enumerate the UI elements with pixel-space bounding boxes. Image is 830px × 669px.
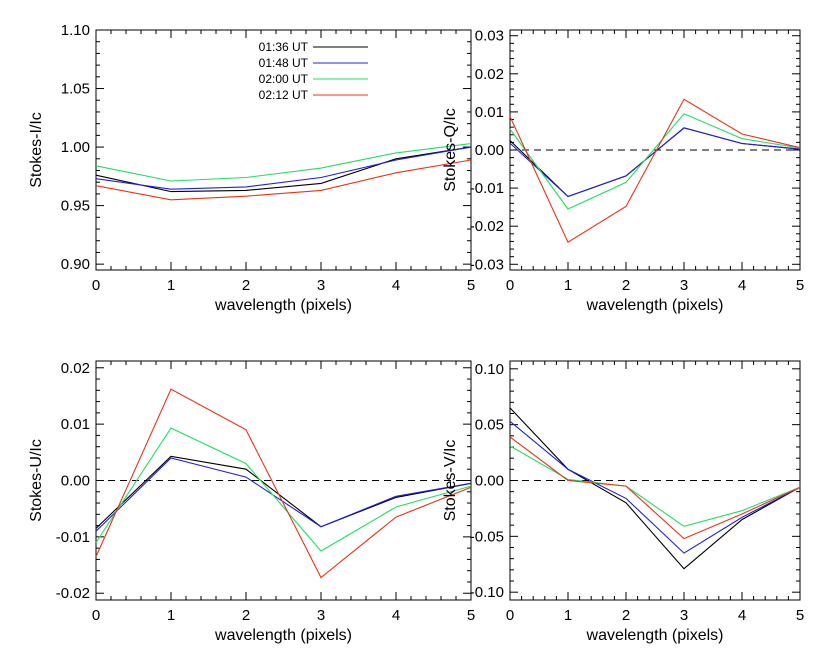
series-line-0212 xyxy=(509,436,801,540)
x-tick-label: 2 xyxy=(242,277,250,294)
y-axis-label: Stokes-V/Ic xyxy=(442,440,459,522)
x-axis-label: wavelength (pixels) xyxy=(586,627,724,644)
y-axis-label: Stokes-Q/Ic xyxy=(442,108,459,192)
series-line-0136 xyxy=(95,455,472,529)
legend-label: 01:36 UT xyxy=(259,40,309,54)
y-tick-label: 0.02 xyxy=(61,360,90,377)
x-tick-label: 1 xyxy=(167,607,175,624)
x-tick-label: 4 xyxy=(738,277,746,294)
y-tick-label: 0.00 xyxy=(475,473,504,490)
y-tick-label: 0.03 xyxy=(475,28,504,45)
y-tick-label: 0.00 xyxy=(475,142,504,159)
legend-label: 02:00 UT xyxy=(259,72,309,86)
x-tick-label: 5 xyxy=(467,607,475,624)
y-tick-label: 0.01 xyxy=(61,416,90,433)
y-axis-label: Stokes-I/Ic xyxy=(28,112,45,188)
series-line-0148 xyxy=(509,420,801,554)
x-tick-label: 3 xyxy=(317,277,325,294)
x-tick-label: 3 xyxy=(680,277,688,294)
y-tick-label: 0.02 xyxy=(475,66,504,83)
x-tick-label: 5 xyxy=(796,607,804,624)
x-tick-label: 5 xyxy=(796,277,804,294)
legend: 01:36 UT 01:48 UT 02:00 UT 02:12 UT xyxy=(259,40,368,102)
x-tick-label: 0 xyxy=(92,607,100,624)
series-line-0200 xyxy=(509,113,801,210)
x-tick-label: 1 xyxy=(564,607,572,624)
x-tick-label: 2 xyxy=(622,607,630,624)
series-line-0212 xyxy=(509,98,801,243)
legend-label: 01:48 UT xyxy=(259,56,309,70)
series-line-0136 xyxy=(509,407,801,570)
x-tick-label: 4 xyxy=(392,277,400,294)
series-line-0148 xyxy=(95,146,472,190)
x-tick-label: 4 xyxy=(392,607,400,624)
x-tick-label: 3 xyxy=(317,607,325,624)
x-tick-label: 1 xyxy=(167,277,175,294)
series-line-0136 xyxy=(509,127,801,198)
x-axis-label: wavelength (pixels) xyxy=(214,297,352,314)
stokes-i-plot-frame xyxy=(95,29,472,271)
y-tick-label: -0.01 xyxy=(470,180,504,197)
y-tick-label: -0.01 xyxy=(56,529,90,546)
x-tick-label: 4 xyxy=(738,607,746,624)
y-tick-label: 1.10 xyxy=(61,22,90,39)
x-tick-label: 2 xyxy=(622,277,630,294)
x-tick-label: 3 xyxy=(680,607,688,624)
x-tick-label: 0 xyxy=(506,607,514,624)
series-line-0200 xyxy=(95,427,472,552)
y-tick-label: 0.01 xyxy=(475,104,504,121)
y-tick-label: 1.00 xyxy=(61,139,90,156)
series-line-0212 xyxy=(95,388,472,579)
y-tick-label: 1.05 xyxy=(61,81,90,98)
y-tick-label: 0.00 xyxy=(61,473,90,490)
y-tick-label: -0.02 xyxy=(56,585,90,602)
y-tick-label: -0.03 xyxy=(470,256,504,273)
y-tick-label: -0.10 xyxy=(470,584,504,601)
y-axis-label: Stokes-U/Ic xyxy=(28,439,45,522)
stokes-i-panel: 0 1 2 3 4 5 0.90 0.95 1.00 1.05 1.10 wavelength (pi… xyxy=(28,22,475,314)
y-tick-label: 0.05 xyxy=(475,417,504,434)
y-tick-label: -0.02 xyxy=(470,218,504,235)
x-tick-label: 0 xyxy=(506,277,514,294)
x-tick-label: 0 xyxy=(92,277,100,294)
series-line-0148 xyxy=(95,457,472,532)
stokes-u-panel: 0 1 2 3 4 5 -0.02 -0.01 0.00 0.01 0.02 wavelength (… xyxy=(28,360,475,644)
stokes-q-panel: 0 1 2 3 4 5 -0.03 -0.02 -0.01 0.00 0.01 0.02 0.03 wav… xyxy=(442,28,804,314)
series-line-0136 xyxy=(95,146,472,193)
series-line-0148 xyxy=(509,127,801,198)
series-line-0200 xyxy=(95,143,472,182)
x-axis-label: wavelength (pixels) xyxy=(586,297,724,314)
y-tick-label: 0.95 xyxy=(61,198,90,215)
y-tick-label: 0.90 xyxy=(61,256,90,273)
x-tick-label: 2 xyxy=(242,607,250,624)
x-axis-label: wavelength (pixels) xyxy=(214,627,352,644)
stokes-v-panel: 0 1 2 3 4 5 -0.10 -0.05 0.00 0.05 0.10 wavelength (… xyxy=(442,360,804,644)
y-tick-label: -0.05 xyxy=(470,528,504,545)
legend-label: 02:12 UT xyxy=(259,88,309,102)
x-tick-label: 1 xyxy=(564,277,572,294)
x-tick-label: 5 xyxy=(467,277,475,294)
y-tick-label: 0.10 xyxy=(475,361,504,378)
series-line-0212 xyxy=(95,159,472,201)
